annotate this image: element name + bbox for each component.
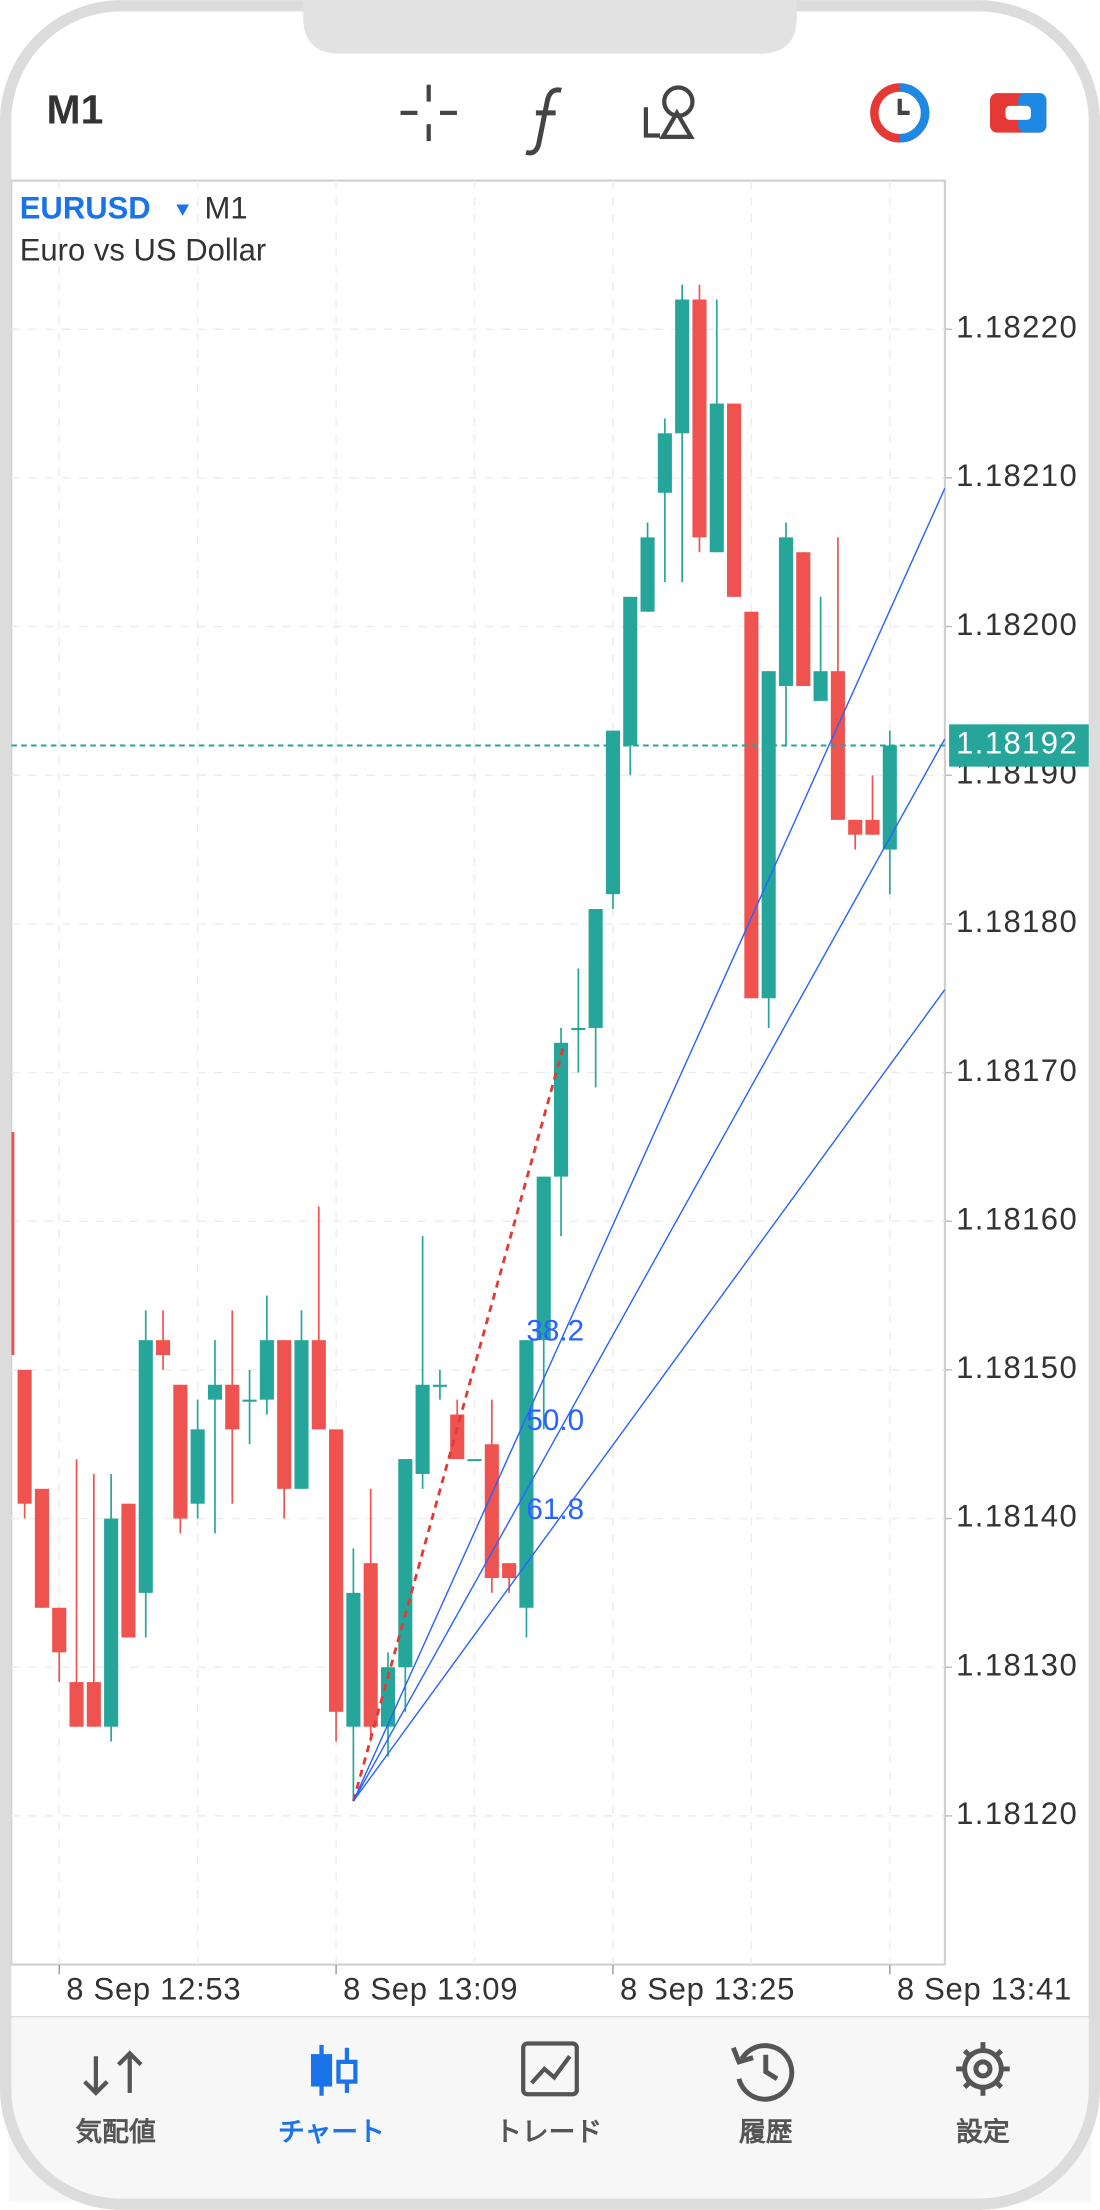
symbol-description: Euro vs US Dollar: [20, 233, 266, 268]
candle-body: [225, 1384, 240, 1430]
candle-body: [640, 537, 655, 612]
chart-icon[interactable]: [310, 2044, 358, 2096]
candle-body: [156, 1340, 171, 1356]
candle-body: [813, 671, 828, 701]
candle-body: [502, 1563, 517, 1579]
x-tick-label: 8 Sep 12:53: [66, 1972, 241, 2007]
candle-body: [796, 552, 811, 687]
candle-body: [311, 1340, 326, 1430]
candle-body: [657, 433, 672, 493]
candle-body: [380, 1667, 396, 1727]
fibo-trend-line: [352, 1042, 566, 1802]
fibo-fan-line: [352, 738, 945, 1802]
tab-bar: [8, 2016, 1092, 2202]
trade-icon[interactable]: [521, 2041, 579, 2097]
candle-body: [727, 403, 742, 597]
symbol-dropdown[interactable]: [176, 204, 189, 216]
fibo-level-label: 38.2: [526, 1314, 584, 1347]
candle-body: [190, 1429, 205, 1504]
fibo-level-label: 61.8: [526, 1493, 584, 1526]
candle-body: [709, 403, 724, 553]
timeframe-button[interactable]: M1: [47, 87, 104, 133]
candle-body: [242, 1399, 257, 1402]
y-tick-label: 1.18160: [956, 1201, 1078, 1236]
candle-body: [467, 1459, 482, 1462]
candle-body: [553, 1042, 569, 1177]
candle-body: [34, 1488, 49, 1608]
candle-body: [865, 819, 880, 835]
candle-body: [519, 1340, 534, 1608]
x-tick-label: 8 Sep 13:25: [620, 1972, 795, 2007]
candle-body: [778, 537, 794, 687]
tab-label[interactable]: トレード: [495, 2117, 602, 2147]
candle-body: [86, 1682, 101, 1727]
fibo-fan-line: [352, 487, 945, 1802]
y-tick-label: 1.18180: [956, 904, 1078, 939]
trade-timer-icon[interactable]: [870, 83, 930, 143]
notch: [303, 0, 797, 54]
y-tick-label: 1.18130: [956, 1647, 1078, 1682]
y-tick-label: 1.18140: [956, 1499, 1078, 1534]
candle-body: [69, 1682, 84, 1727]
candle-body: [173, 1384, 188, 1519]
candle-body: [329, 1429, 344, 1712]
candle-body: [138, 1340, 153, 1593]
one-click-icon[interactable]: [990, 93, 1047, 133]
objects-icon[interactable]: [643, 85, 695, 139]
candle-body: [761, 671, 776, 999]
candle-body: [207, 1384, 223, 1400]
last-price-tag: [949, 724, 1091, 767]
candle-body: [571, 1027, 586, 1031]
candle-body: [17, 1369, 32, 1504]
candle-body: [605, 730, 621, 895]
candle-body: [536, 1176, 551, 1341]
candle-body: [588, 909, 603, 1028]
y-tick-label: 1.18220: [956, 309, 1078, 344]
x-tick-label: 8 Sep 13:41: [897, 1972, 1072, 2007]
tab-label[interactable]: チャート: [278, 2117, 385, 2147]
indicator-icon[interactable]: [525, 87, 562, 156]
candle-body: [882, 745, 897, 850]
quotes-icon[interactable]: [83, 2050, 143, 2096]
candle-body: [848, 819, 863, 835]
candle-body: [346, 1592, 361, 1727]
candle-body: [484, 1444, 499, 1579]
tab-label[interactable]: 気配値: [75, 2116, 156, 2147]
candle-body: [415, 1384, 430, 1474]
candle-body: [11, 1132, 15, 1356]
y-tick-label: 1.18200: [956, 607, 1078, 642]
y-tick-label: 1.18210: [956, 458, 1078, 493]
tab-label[interactable]: 履歴: [739, 2117, 793, 2147]
y-tick-label: 1.18120: [956, 1796, 1078, 1831]
candle-body: [830, 671, 845, 820]
chart-timeframe: M1: [204, 190, 247, 225]
candle-body: [744, 611, 759, 999]
crosshair-icon[interactable]: [400, 84, 457, 142]
fibo-fan-line: [352, 989, 945, 1802]
y-tick-label: 1.18150: [956, 1350, 1078, 1385]
fibo-level-label: 50.0: [526, 1404, 584, 1437]
candle-body: [104, 1518, 119, 1727]
tab-label[interactable]: 設定: [956, 2116, 1010, 2147]
candle-body: [52, 1607, 67, 1653]
history-icon[interactable]: [731, 2043, 795, 2102]
x-tick-label: 8 Sep 13:09: [343, 1972, 518, 2007]
candle-body: [277, 1340, 292, 1489]
settings-icon[interactable]: [956, 2042, 1010, 2096]
last-price-label: 1.18192: [956, 726, 1078, 761]
y-tick-label: 1.18170: [956, 1053, 1078, 1088]
candle-body: [432, 1384, 447, 1387]
candle-body: [675, 299, 690, 434]
candle-body: [259, 1340, 274, 1400]
symbol[interactable]: EURUSD: [20, 190, 151, 225]
candle-body: [294, 1340, 309, 1489]
candle-body: [450, 1414, 465, 1460]
candle-body: [623, 596, 638, 746]
candle-body: [692, 299, 707, 538]
candle-body: [363, 1563, 378, 1727]
candle-body: [121, 1503, 136, 1638]
candle-body: [398, 1459, 413, 1668]
